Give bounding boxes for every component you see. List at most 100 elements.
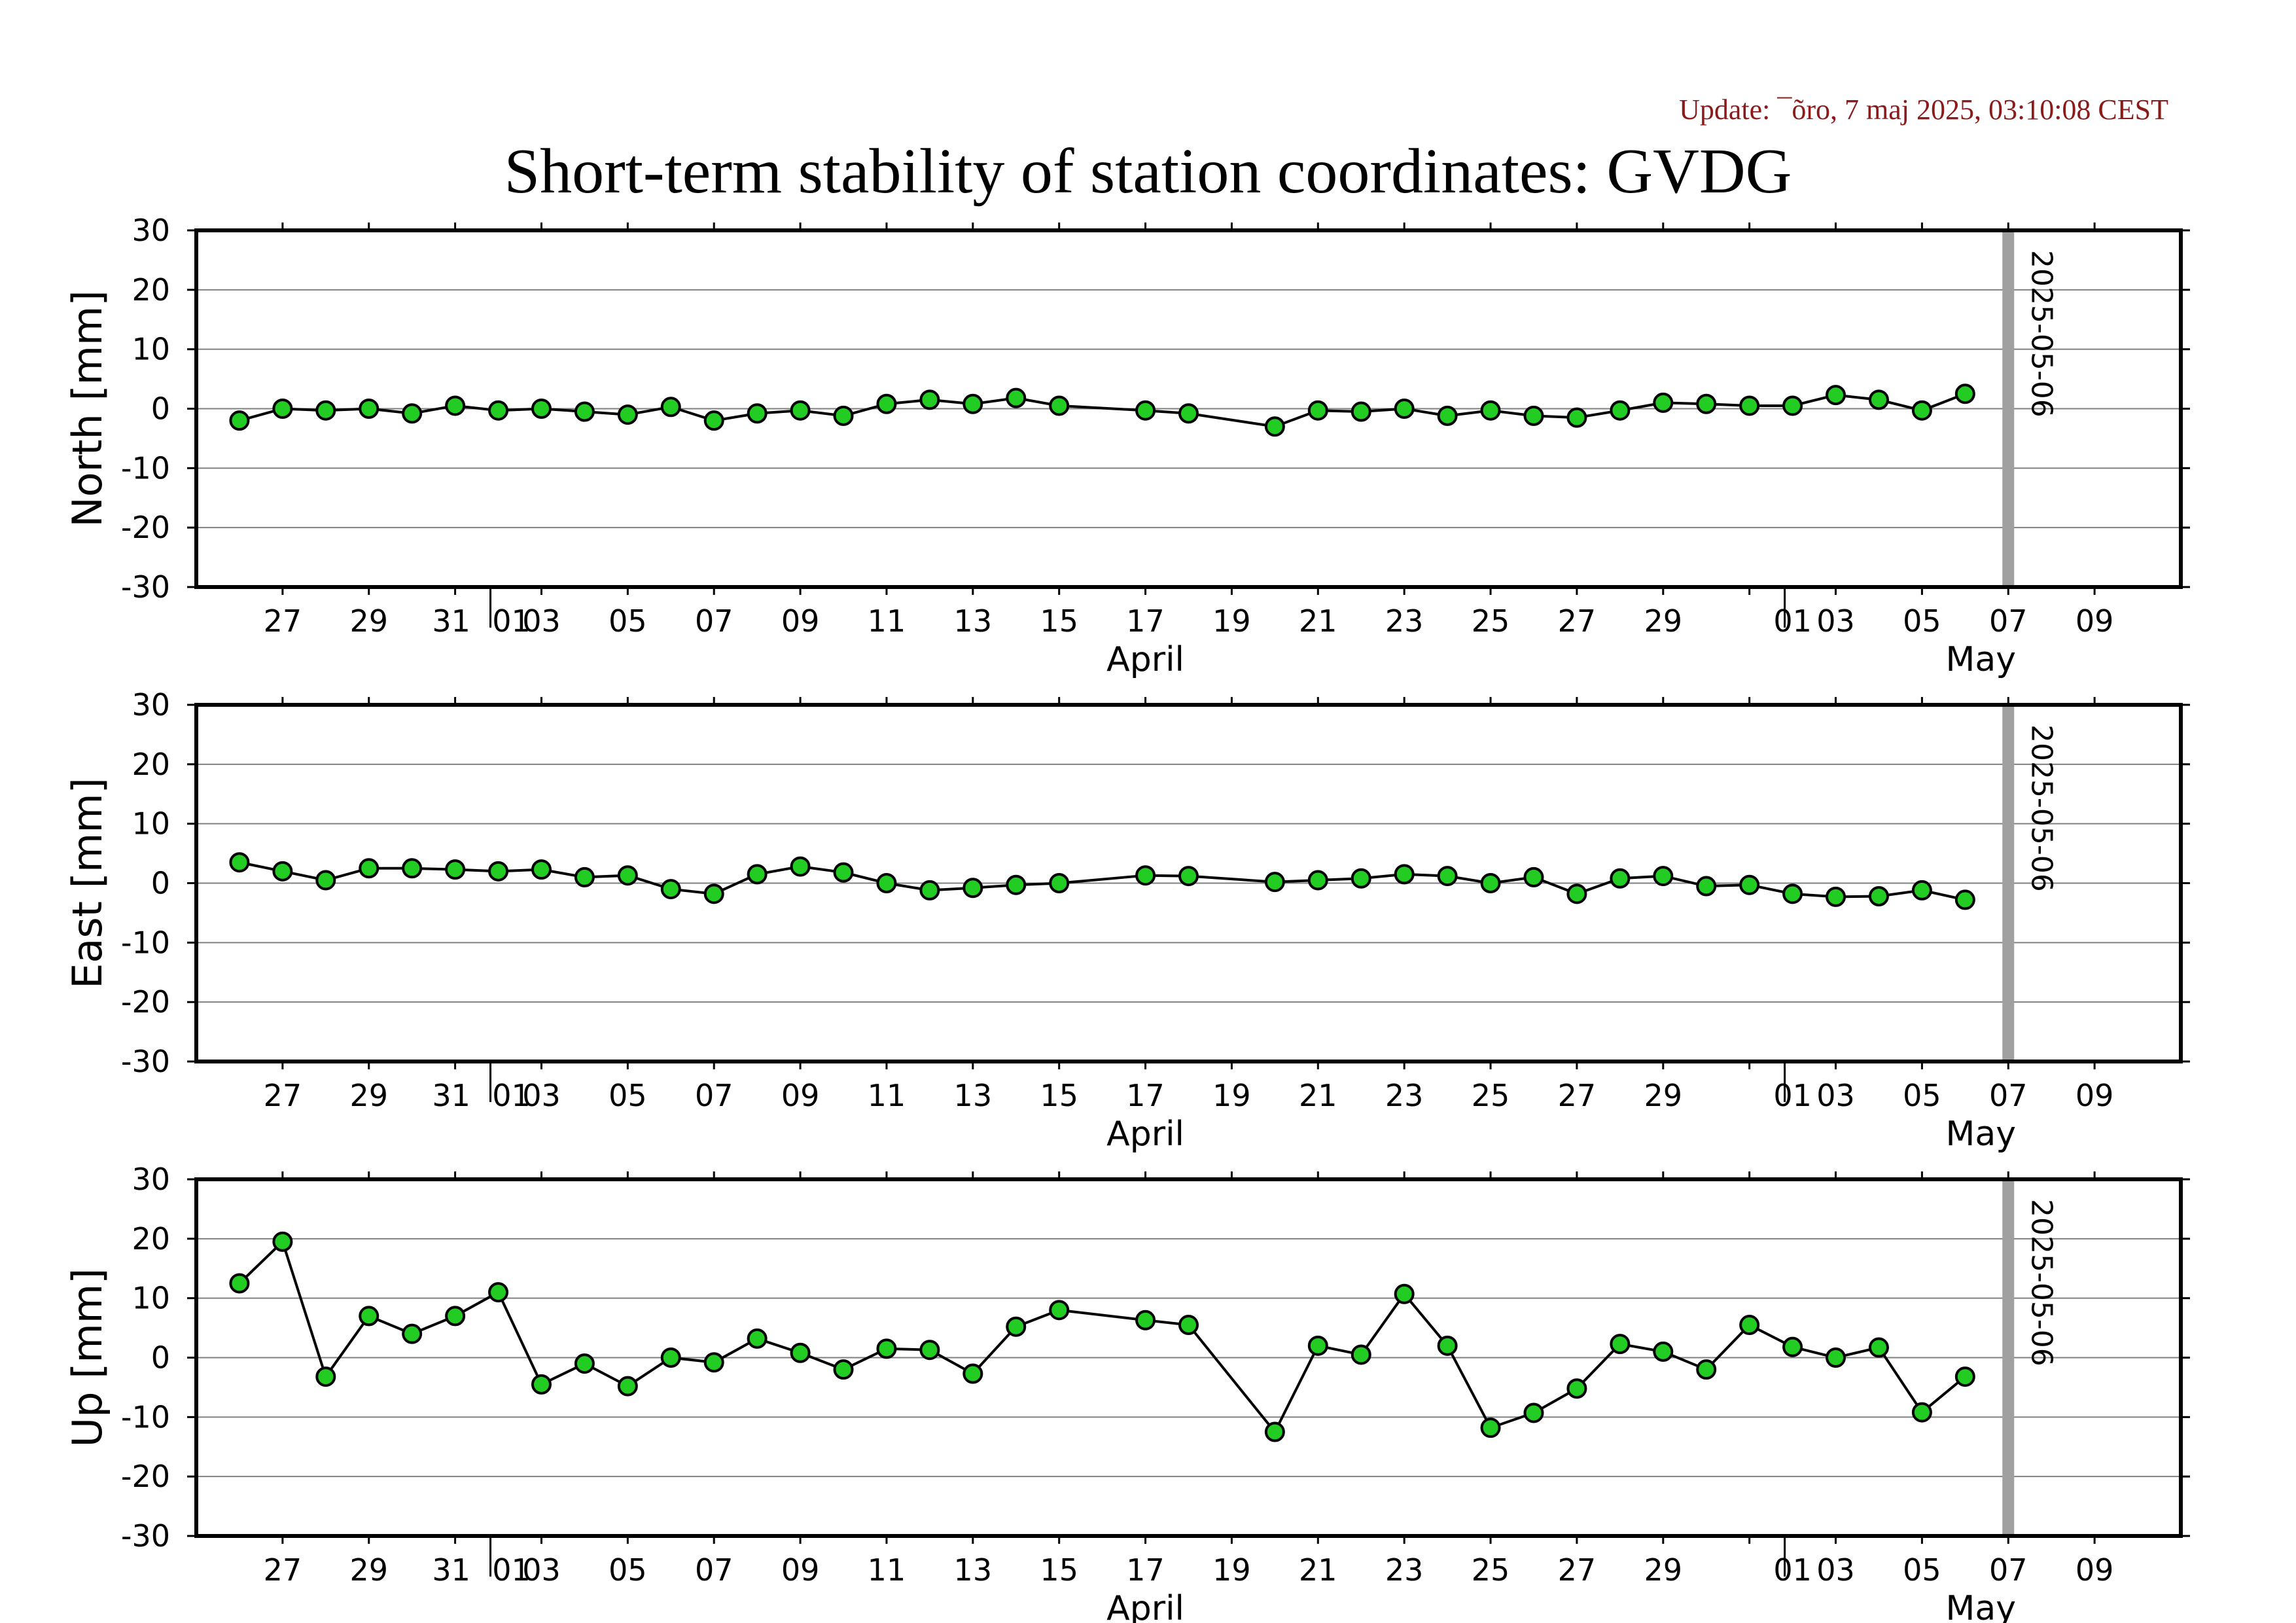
y-tick-label: 30 xyxy=(132,213,170,248)
data-point xyxy=(1178,866,1199,887)
x-tick-label: 27 xyxy=(264,603,302,639)
x-tick-label: 27 xyxy=(1558,1078,1597,1113)
month-label: April xyxy=(1106,1589,1184,1623)
x-tick-label: 05 xyxy=(609,603,647,639)
data-point xyxy=(1437,1335,1458,1356)
data-point xyxy=(1954,1366,1975,1387)
data-point xyxy=(272,399,293,419)
data-point xyxy=(660,397,681,418)
data-point xyxy=(488,861,509,882)
x-tick-label: 03 xyxy=(1816,1078,1855,1113)
data-point xyxy=(1307,870,1328,891)
x-tick-label: 09 xyxy=(2075,1078,2114,1113)
data-point xyxy=(1264,872,1285,893)
data-point xyxy=(1566,883,1587,904)
x-tick-label: 09 xyxy=(781,1552,820,1588)
x-tick-label: 05 xyxy=(1903,1078,1941,1113)
y-tick-label: -30 xyxy=(121,1044,170,1079)
x-tick-label: 15 xyxy=(1040,1078,1078,1113)
data-point xyxy=(1954,383,1975,404)
data-point xyxy=(1480,1418,1501,1438)
data-point xyxy=(1782,883,1803,904)
data-point xyxy=(1351,868,1371,889)
x-tick-label: 11 xyxy=(868,603,906,639)
current-date-label: 2025-05-06 xyxy=(2024,1199,2058,1366)
data-point xyxy=(531,1374,552,1395)
x-tick-label: 09 xyxy=(781,1078,820,1113)
data-point xyxy=(1178,403,1199,424)
y-tick-label: 30 xyxy=(132,687,170,722)
data-point xyxy=(1006,387,1027,408)
x-tick-label: 09 xyxy=(2075,1552,2114,1588)
data-point xyxy=(531,399,552,419)
month-label: April xyxy=(1106,640,1184,679)
data-point xyxy=(1351,1344,1371,1365)
series-line xyxy=(238,1239,1966,1435)
data-point xyxy=(1480,400,1501,421)
y-tick-label: 10 xyxy=(132,1281,170,1316)
plot-frame xyxy=(194,703,2183,1063)
x-tick-label: 21 xyxy=(1299,1552,1337,1588)
data-point xyxy=(919,880,940,901)
data-point xyxy=(1868,885,1889,906)
data-point xyxy=(1739,1315,1760,1336)
data-point xyxy=(617,404,638,425)
x-tick-label: 03 xyxy=(1816,603,1855,639)
x-tick-label: 25 xyxy=(1472,1078,1510,1113)
x-tick-label: 03 xyxy=(1816,1552,1855,1588)
data-point xyxy=(919,1340,940,1361)
data-point xyxy=(703,883,724,904)
x-tick-label: 23 xyxy=(1385,603,1424,639)
data-point xyxy=(1696,393,1717,414)
data-point xyxy=(1523,866,1544,887)
data-point xyxy=(1307,400,1328,421)
data-point xyxy=(229,852,250,873)
data-point xyxy=(315,870,336,891)
data-point xyxy=(1696,876,1717,897)
x-tick-label: 01 xyxy=(492,1078,531,1113)
x-tick-label: 07 xyxy=(1989,603,2028,639)
x-tick-label: 05 xyxy=(1903,603,1941,639)
data-point xyxy=(445,395,466,416)
data-point xyxy=(617,1376,638,1397)
x-tick-label: 07 xyxy=(1989,1078,2028,1113)
x-tick-label: 31 xyxy=(432,603,470,639)
data-point xyxy=(1049,395,1070,416)
x-tick-label: 15 xyxy=(1040,603,1078,639)
plot-frame xyxy=(194,1177,2183,1538)
x-tick-label: 21 xyxy=(1299,1078,1337,1113)
y-axis-label: East [mm] xyxy=(63,777,111,989)
data-point xyxy=(574,401,595,422)
data-point xyxy=(272,861,293,882)
data-point xyxy=(1135,400,1156,421)
data-point xyxy=(1826,1347,1846,1368)
data-point xyxy=(1826,385,1846,406)
data-point xyxy=(229,410,250,431)
month-label: May xyxy=(1946,640,2017,679)
current-date-label: 2025-05-06 xyxy=(2024,250,2058,418)
x-tick-label: 21 xyxy=(1299,603,1337,639)
data-point xyxy=(833,862,854,883)
data-point xyxy=(1739,395,1760,416)
x-tick-label: 03 xyxy=(522,1552,561,1588)
data-point xyxy=(747,864,768,885)
y-tick-label: -20 xyxy=(121,1459,170,1494)
data-point xyxy=(315,400,336,421)
y-tick-label: -30 xyxy=(121,1518,170,1554)
data-point xyxy=(747,403,768,424)
data-point xyxy=(1782,1336,1803,1357)
data-point xyxy=(1264,1421,1285,1442)
x-tick-label: 17 xyxy=(1126,1078,1165,1113)
data-point xyxy=(1696,1359,1717,1380)
x-tick-label: 23 xyxy=(1385,1078,1424,1113)
data-point xyxy=(876,393,897,414)
data-point xyxy=(1610,1334,1631,1355)
data-point xyxy=(1480,873,1501,893)
x-tick-label: 13 xyxy=(954,1078,993,1113)
y-tick-label: -20 xyxy=(121,984,170,1020)
data-point xyxy=(747,1328,768,1349)
data-point xyxy=(876,873,897,893)
data-point xyxy=(488,1282,509,1303)
